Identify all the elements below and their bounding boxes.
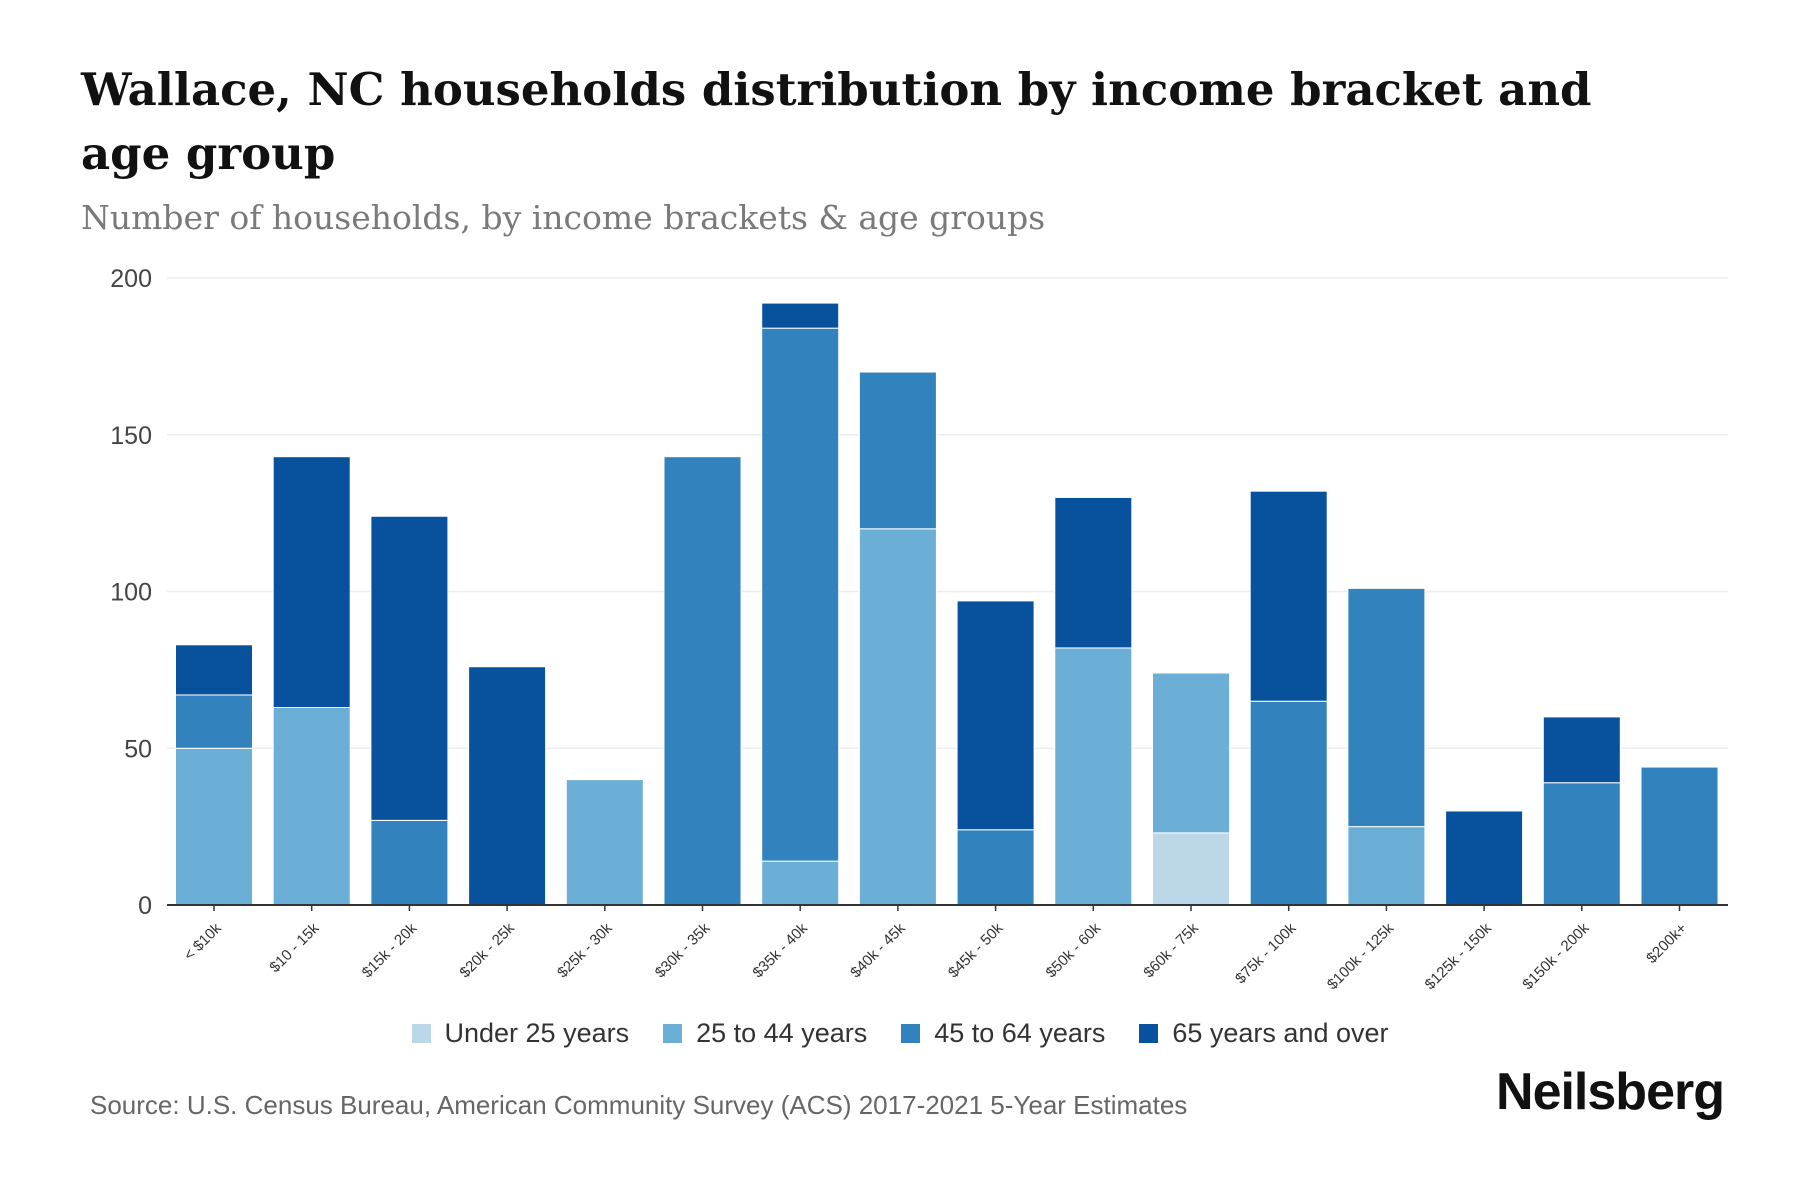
x-tick-label: $40k - 45k bbox=[847, 919, 909, 981]
legend: Under 25 years 25 to 44 years 45 to 64 y… bbox=[0, 1018, 1800, 1049]
bar-segment-65-years-and-over bbox=[1249, 490, 1328, 702]
chart-subtitle: Number of households, by income brackets… bbox=[81, 198, 1046, 237]
x-tick-label: $30k - 35k bbox=[652, 919, 714, 981]
bar-segment-45-to-64-years bbox=[1347, 587, 1426, 828]
source-note: Source: U.S. Census Bureau, American Com… bbox=[90, 1090, 1188, 1120]
bar-segment-65-years-and-over bbox=[468, 666, 547, 906]
x-tick-label: $50k - 60k bbox=[1043, 919, 1105, 981]
y-tick-label: 200 bbox=[110, 265, 152, 293]
legend-item-45-64: 45 to 64 years bbox=[901, 1018, 1105, 1049]
bar-segment-65-years-and-over bbox=[1445, 810, 1524, 906]
x-tick-label: $60k - 75k bbox=[1140, 919, 1202, 981]
legend-label: Under 25 years bbox=[444, 1018, 630, 1048]
bar-segment-45-to-64-years bbox=[370, 819, 449, 906]
bar-segment-25-to-44-years bbox=[1347, 826, 1426, 906]
stacked-bar-chart: 0 50 100 150 200 < $10k $10 - 15k $15k - 20k $20… bbox=[110, 265, 1728, 993]
bar-segment-25-to-44-years bbox=[761, 860, 840, 906]
bar-segment-25-to-44-years bbox=[175, 747, 253, 906]
y-tick-label: 50 bbox=[124, 735, 152, 763]
bar-segment-45-to-64-years bbox=[1542, 782, 1621, 906]
legend-swatch bbox=[663, 1024, 683, 1043]
x-tick-label: $150k - 200k bbox=[1519, 919, 1593, 993]
legend-swatch bbox=[901, 1024, 921, 1043]
x-tick-label: $10 - 15k bbox=[266, 919, 323, 976]
legend-item-under-25: Under 25 years bbox=[411, 1018, 630, 1049]
x-tick-label: $25k - 30k bbox=[554, 919, 616, 981]
bar-segment-65-years-and-over bbox=[1542, 716, 1621, 784]
bar-segment-under-25-years bbox=[1152, 832, 1230, 906]
bar-segment-45-to-64-years bbox=[1249, 700, 1328, 906]
x-tick-label: $200k+ bbox=[1643, 920, 1690, 967]
bar-segment-45-to-64-years bbox=[1640, 766, 1719, 906]
bar-segment-65-years-and-over bbox=[1054, 496, 1133, 649]
bar-segment-25-to-44-years bbox=[272, 706, 351, 906]
bar-segment-25-to-44-years bbox=[858, 528, 937, 906]
x-tick-label: $35k - 40k bbox=[749, 919, 811, 981]
legend-swatch bbox=[1139, 1024, 1159, 1043]
legend-swatch bbox=[411, 1024, 431, 1043]
bar-segment-65-years-and-over bbox=[370, 515, 449, 821]
bar-segment-45-to-64-years bbox=[956, 829, 1035, 906]
x-tick-label: $45k - 50k bbox=[945, 919, 1007, 981]
y-tick-label: 0 bbox=[138, 892, 152, 920]
y-tick-label: 150 bbox=[110, 422, 152, 450]
x-tick-label: < $10k bbox=[181, 919, 226, 964]
x-tick-label: $15k - 20k bbox=[359, 919, 421, 981]
bar-segment-25-to-44-years bbox=[1054, 647, 1133, 906]
bar-segment-65-years-and-over bbox=[272, 456, 351, 708]
bar-segment-25-to-44-years bbox=[565, 779, 644, 906]
legend-label: 25 to 44 years bbox=[696, 1018, 868, 1048]
bar-segment-65-years-and-over bbox=[175, 644, 253, 696]
chart-title: Wallace, NC households distribution by i… bbox=[81, 63, 1592, 180]
y-tick-label: 100 bbox=[110, 579, 152, 607]
legend-label: 65 years and over bbox=[1172, 1018, 1389, 1048]
x-tick-label: $20k - 25k bbox=[456, 919, 518, 981]
legend-item-65-over: 65 years and over bbox=[1139, 1018, 1389, 1049]
bar-segment-45-to-64-years bbox=[858, 371, 937, 530]
legend-item-25-44: 25 to 44 years bbox=[663, 1018, 867, 1049]
x-tick-label: $75k - 100k bbox=[1232, 919, 1300, 987]
bar-segment-45-to-64-years bbox=[663, 456, 742, 906]
bar-segment-45-to-64-years bbox=[175, 694, 253, 749]
neilsberg-logo: Neilsberg bbox=[1496, 1063, 1725, 1121]
legend-label: 45 to 64 years bbox=[934, 1018, 1106, 1048]
bar-segment-65-years-and-over bbox=[956, 600, 1035, 831]
bar-segment-45-to-64-years bbox=[761, 327, 840, 862]
bar-segment-25-to-44-years bbox=[1152, 672, 1230, 834]
bar-segment-65-years-and-over bbox=[761, 302, 840, 329]
x-tick-label: $100k - 125k bbox=[1324, 919, 1398, 993]
x-tick-label: $125k - 150k bbox=[1422, 919, 1496, 993]
